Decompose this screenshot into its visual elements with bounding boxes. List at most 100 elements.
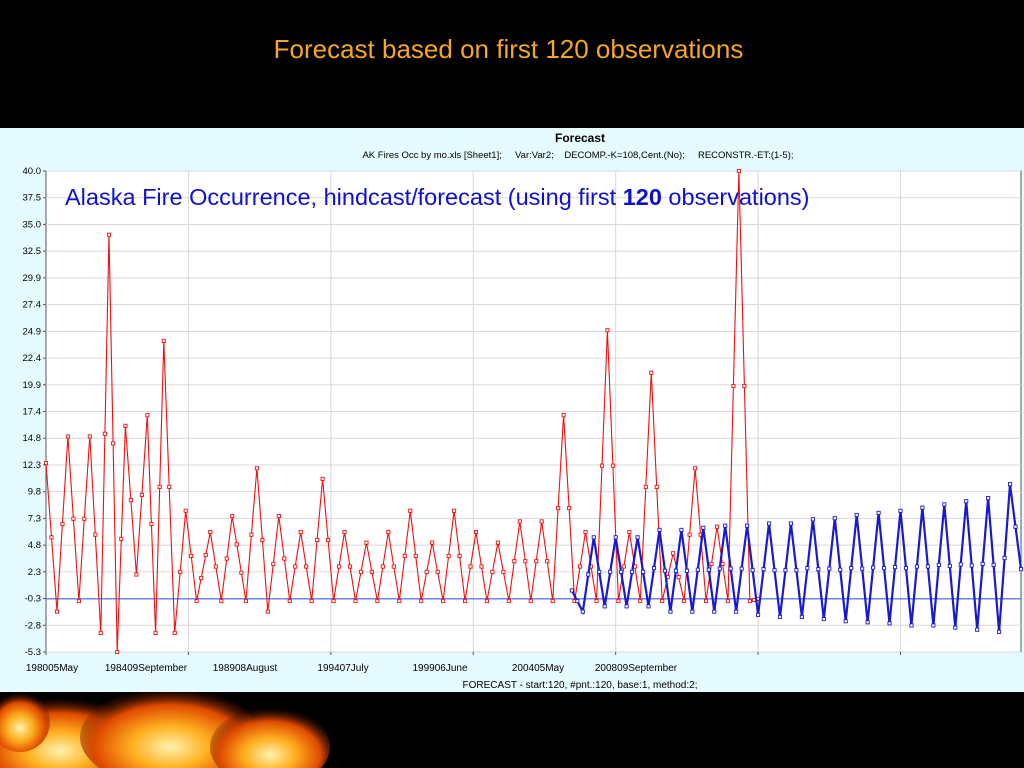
data-point-red bbox=[528, 598, 533, 604]
data-point-red bbox=[157, 484, 162, 489]
data-point-blue bbox=[936, 562, 941, 567]
x-axis-ticks: 198005May 198409September 198908August 1994… bbox=[26, 652, 901, 674]
data-point-blue bbox=[903, 566, 909, 571]
data-point-red bbox=[326, 537, 331, 543]
data-point-red bbox=[249, 532, 254, 537]
data-point-blue bbox=[980, 561, 985, 566]
data-point-red bbox=[208, 529, 213, 535]
data-point-red bbox=[714, 524, 720, 529]
data-point-red bbox=[413, 553, 418, 558]
chart-subtitle: AK Fires Occ by mo.xls [Sheet1]; Var:Var… bbox=[362, 150, 793, 161]
data-point-red bbox=[567, 506, 572, 511]
data-point-blue bbox=[1018, 567, 1024, 572]
data-point-red bbox=[736, 168, 741, 174]
data-point-red bbox=[468, 564, 473, 569]
data-point-red bbox=[287, 598, 292, 604]
data-point-red bbox=[446, 553, 451, 558]
data-point-blue bbox=[914, 564, 919, 569]
data-point-blue bbox=[909, 623, 914, 628]
x-axis-label: FORECAST - start:120, #pnt.:120, base:1,… bbox=[463, 680, 698, 691]
y-tick-label: 22.4 bbox=[23, 353, 42, 364]
data-point-red bbox=[183, 508, 188, 513]
data-point-red bbox=[139, 492, 144, 497]
data-point-red bbox=[479, 564, 484, 569]
data-point-blue bbox=[756, 612, 761, 617]
data-point-red bbox=[309, 598, 314, 604]
y-tick-label: 29.9 bbox=[23, 273, 42, 284]
data-point-red bbox=[506, 598, 511, 604]
grid-lines bbox=[46, 170, 1021, 653]
data-point-red bbox=[353, 598, 358, 604]
y-tick-label: 12.3 bbox=[23, 460, 42, 471]
data-point-red bbox=[282, 556, 287, 561]
data-point-red bbox=[660, 598, 665, 604]
data-point-blue bbox=[958, 562, 963, 567]
data-point-red bbox=[539, 519, 544, 524]
data-point-red bbox=[676, 575, 681, 580]
data-point-red bbox=[430, 540, 435, 545]
data-point-blue bbox=[569, 588, 574, 593]
data-point-red bbox=[87, 434, 92, 439]
data-point-red bbox=[293, 564, 298, 569]
data-point-blue bbox=[673, 568, 678, 573]
y-tick-label: 9.8 bbox=[28, 487, 41, 498]
data-point-blue bbox=[986, 495, 991, 501]
y-tick-label: 2.3 bbox=[28, 567, 41, 578]
data-point-blue bbox=[745, 523, 750, 528]
data-point-blue bbox=[887, 621, 892, 626]
data-point-red bbox=[441, 598, 446, 604]
data-point-blue bbox=[882, 566, 887, 571]
x-tick-label: 199407July bbox=[317, 663, 368, 674]
data-point-blue bbox=[684, 568, 689, 573]
y-tick-label: 27.4 bbox=[23, 300, 42, 311]
data-point-blue bbox=[849, 566, 854, 571]
data-point-blue bbox=[788, 521, 793, 526]
data-point-blue bbox=[794, 568, 799, 573]
data-point-red bbox=[54, 609, 60, 614]
data-point-red bbox=[578, 564, 583, 569]
data-point-red bbox=[654, 484, 659, 489]
data-point-red bbox=[111, 441, 116, 446]
data-point-red bbox=[627, 529, 632, 535]
y-tick-label: 19.9 bbox=[23, 380, 42, 391]
data-point-blue bbox=[630, 569, 635, 574]
data-point-blue bbox=[580, 609, 585, 614]
data-point-blue bbox=[591, 535, 596, 540]
data-point-blue bbox=[947, 563, 952, 569]
data-point-red bbox=[102, 431, 107, 436]
data-point-blue bbox=[723, 523, 728, 528]
x-tick-label: 200809September bbox=[595, 663, 678, 674]
data-point-blue bbox=[624, 604, 629, 609]
data-point-red bbox=[234, 542, 239, 547]
data-point-red bbox=[119, 536, 124, 541]
data-point-blue bbox=[651, 566, 657, 571]
data-point-red bbox=[276, 514, 281, 519]
data-point-red bbox=[473, 529, 479, 535]
data-point-blue bbox=[575, 598, 580, 604]
data-point-red bbox=[199, 575, 204, 581]
data-point-red bbox=[638, 598, 643, 604]
data-point-blue bbox=[662, 568, 668, 573]
data-point-blue bbox=[1002, 555, 1007, 561]
data-point-red bbox=[98, 630, 103, 635]
data-point-red bbox=[43, 460, 49, 466]
data-point-red bbox=[304, 564, 309, 569]
data-point-red bbox=[375, 598, 380, 604]
data-point-red bbox=[693, 466, 698, 471]
data-point-blue bbox=[712, 609, 717, 614]
data-point-red bbox=[594, 598, 599, 604]
data-point-red bbox=[380, 564, 385, 569]
data-point-blue bbox=[854, 512, 859, 518]
data-point-red bbox=[605, 328, 610, 333]
data-point-blue bbox=[602, 604, 607, 609]
data-point-red bbox=[331, 598, 336, 604]
data-point-blue bbox=[964, 499, 969, 504]
data-point-red bbox=[239, 570, 244, 575]
chart-panel: Forecast AK Fires Occ by mo.xls [Sheet1]… bbox=[0, 128, 1024, 692]
data-point-red bbox=[123, 423, 128, 428]
data-point-red bbox=[424, 569, 429, 574]
data-point-blue bbox=[766, 521, 772, 526]
data-point-red bbox=[725, 598, 731, 604]
data-point-blue bbox=[750, 568, 755, 573]
x-tick-label: 199906June bbox=[412, 663, 467, 674]
